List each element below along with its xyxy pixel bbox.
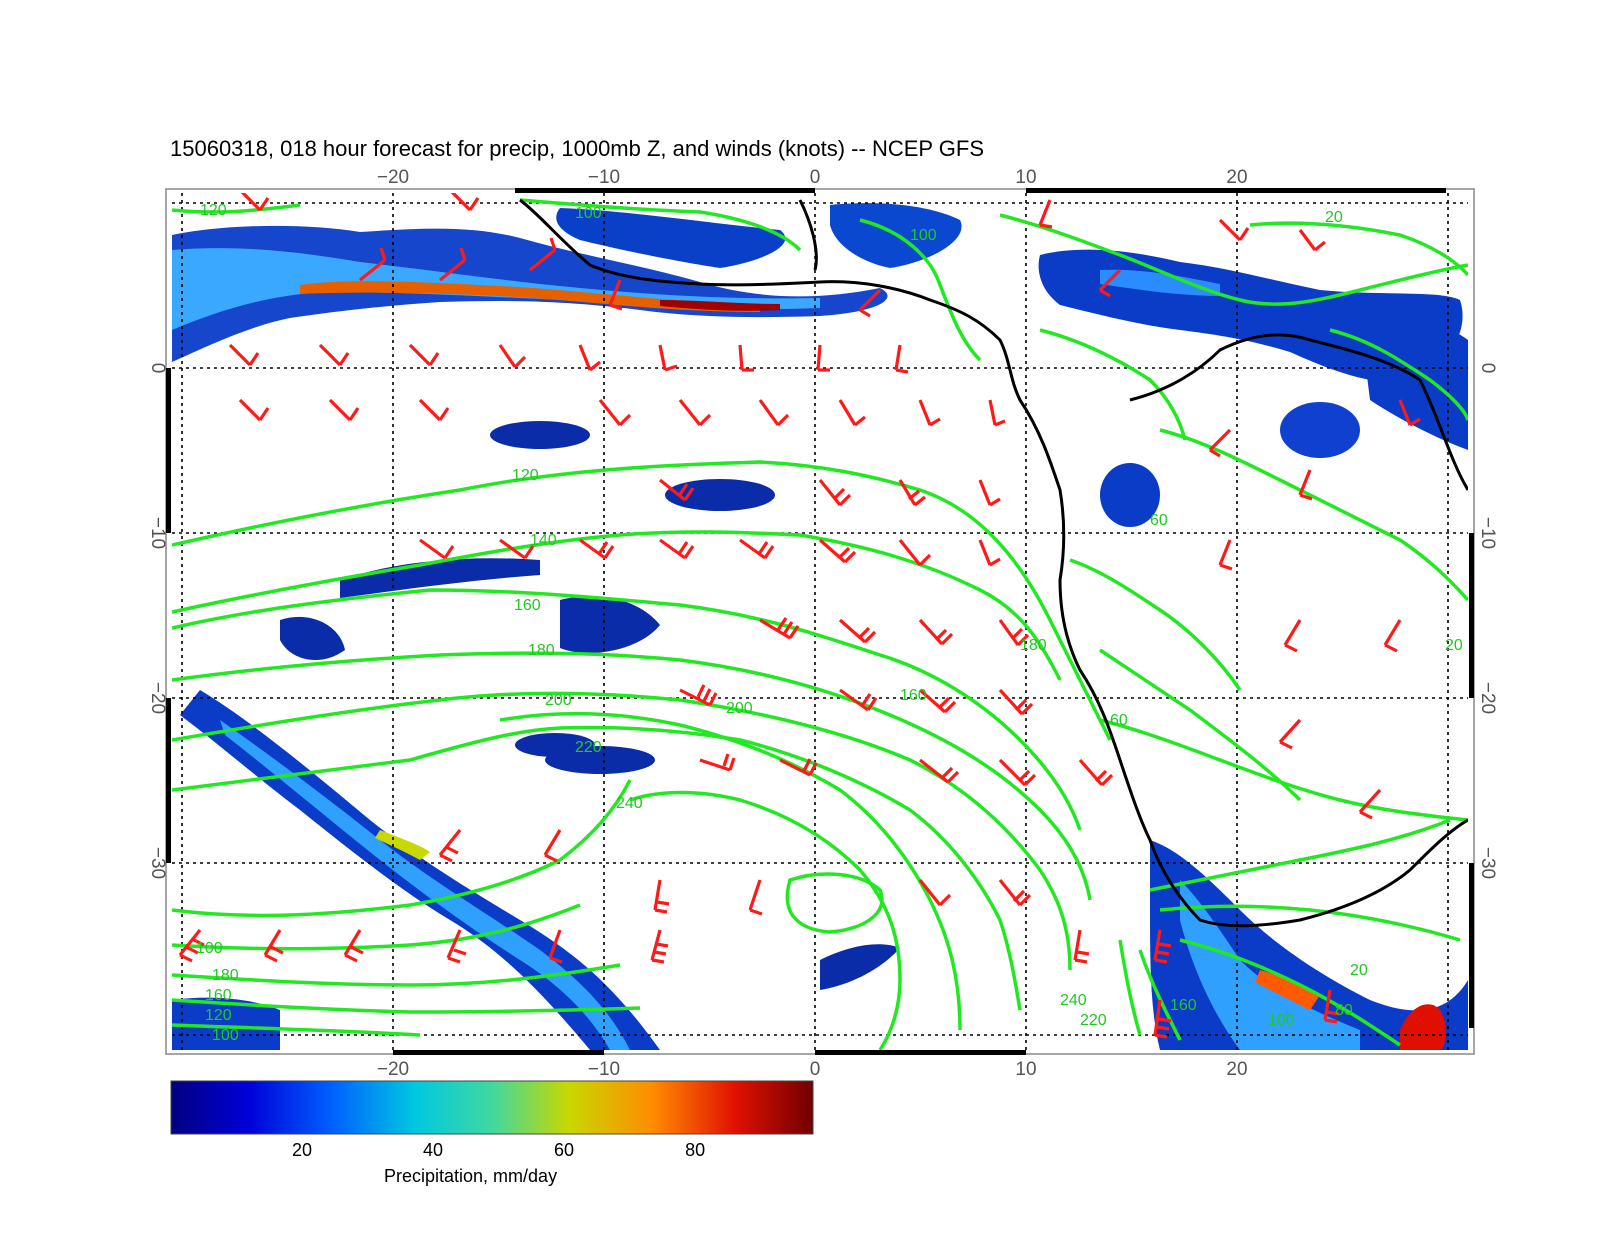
left-lat-label: −20 xyxy=(147,682,168,714)
contour-label: 160 xyxy=(900,687,927,704)
top-lon-label: −20 xyxy=(377,167,409,188)
contour-label: 100 xyxy=(1268,1012,1295,1029)
coastline xyxy=(519,198,1468,928)
bottom-lon-label: 10 xyxy=(1015,1059,1036,1080)
contour-label: 100 xyxy=(575,205,602,222)
left-lat-label: −30 xyxy=(147,847,168,879)
bottom-lon-labels: −20 −10 0 10 20 xyxy=(377,1059,1248,1080)
contour-label: 20 xyxy=(1325,209,1343,226)
left-lat-label: 0 xyxy=(147,363,168,374)
contour-label: 20 xyxy=(1445,637,1463,654)
right-lat-label: −20 xyxy=(1477,682,1498,714)
colorbar-tick: 60 xyxy=(554,1140,574,1160)
figure-title: 15060318, 018 hour forecast for precip, … xyxy=(170,136,984,161)
top-lon-label: 10 xyxy=(1015,167,1036,188)
contour-label: 80 xyxy=(1335,1002,1353,1019)
colorbar-tick: 80 xyxy=(685,1140,705,1160)
contour-label: 160 xyxy=(205,987,232,1004)
bottom-lon-label: −10 xyxy=(588,1059,620,1080)
bottom-lon-label: 20 xyxy=(1226,1059,1247,1080)
map-area xyxy=(172,193,1468,1050)
contour-label: 120 xyxy=(200,202,227,219)
contour-label: 20 xyxy=(1350,962,1368,979)
top-lon-label: 0 xyxy=(810,167,821,188)
right-lat-label: −10 xyxy=(1477,517,1498,549)
top-lon-labels: −20 −10 0 10 20 xyxy=(377,167,1248,188)
contour-label: 140 xyxy=(530,532,557,549)
right-lat-label: 0 xyxy=(1477,363,1498,374)
contour-label: 240 xyxy=(616,795,643,812)
frame-ticks xyxy=(166,188,1474,1055)
top-lon-label: 20 xyxy=(1226,167,1247,188)
contour-label: 60 xyxy=(1150,512,1168,529)
top-lon-label: −10 xyxy=(588,167,620,188)
contour-label: 120 xyxy=(512,467,539,484)
contour-label: 100 xyxy=(212,1027,239,1044)
bottom-lon-label: 0 xyxy=(810,1059,821,1080)
contour-label: 100 xyxy=(196,940,223,957)
right-lat-label: −30 xyxy=(1477,847,1498,879)
colorbar-label: Precipitation, mm/day xyxy=(384,1166,558,1186)
colorbar-tick: 40 xyxy=(423,1140,443,1160)
contour-label: 240 xyxy=(1060,992,1087,1009)
contour-label: 200 xyxy=(726,700,753,717)
colorbar xyxy=(170,1080,814,1135)
wind-barbs xyxy=(178,193,1421,1039)
contour-label: 120 xyxy=(205,1007,232,1024)
contour-labels: 120 100 120 140 160 180 200 220 240 200 … xyxy=(196,202,1463,1044)
contour-label: 100 xyxy=(910,227,937,244)
contour-label: 220 xyxy=(575,739,602,756)
contour-label: 180 xyxy=(1020,637,1047,654)
bottom-lon-label: −20 xyxy=(377,1059,409,1080)
right-lat-labels: 0 −10 −20 −30 xyxy=(1477,363,1498,879)
contour-label: 200 xyxy=(545,692,572,709)
left-lat-labels: 0 −10 −20 −30 xyxy=(147,363,168,879)
contour-label: 180 xyxy=(528,642,555,659)
contour-label: 220 xyxy=(1080,1012,1107,1029)
colorbar-tick: 20 xyxy=(292,1140,312,1160)
left-lat-label: −10 xyxy=(147,517,168,549)
precipitation-field xyxy=(172,203,1468,1050)
contour-label: 180 xyxy=(212,967,239,984)
contour-label: 60 xyxy=(1110,712,1128,729)
height-contours xyxy=(172,198,1468,1050)
lat-lon-grid xyxy=(172,193,1468,1050)
contour-label: 160 xyxy=(1170,997,1197,1014)
contour-label: 160 xyxy=(514,597,541,614)
colorbar-ticks: 20 40 60 80 xyxy=(292,1140,705,1160)
